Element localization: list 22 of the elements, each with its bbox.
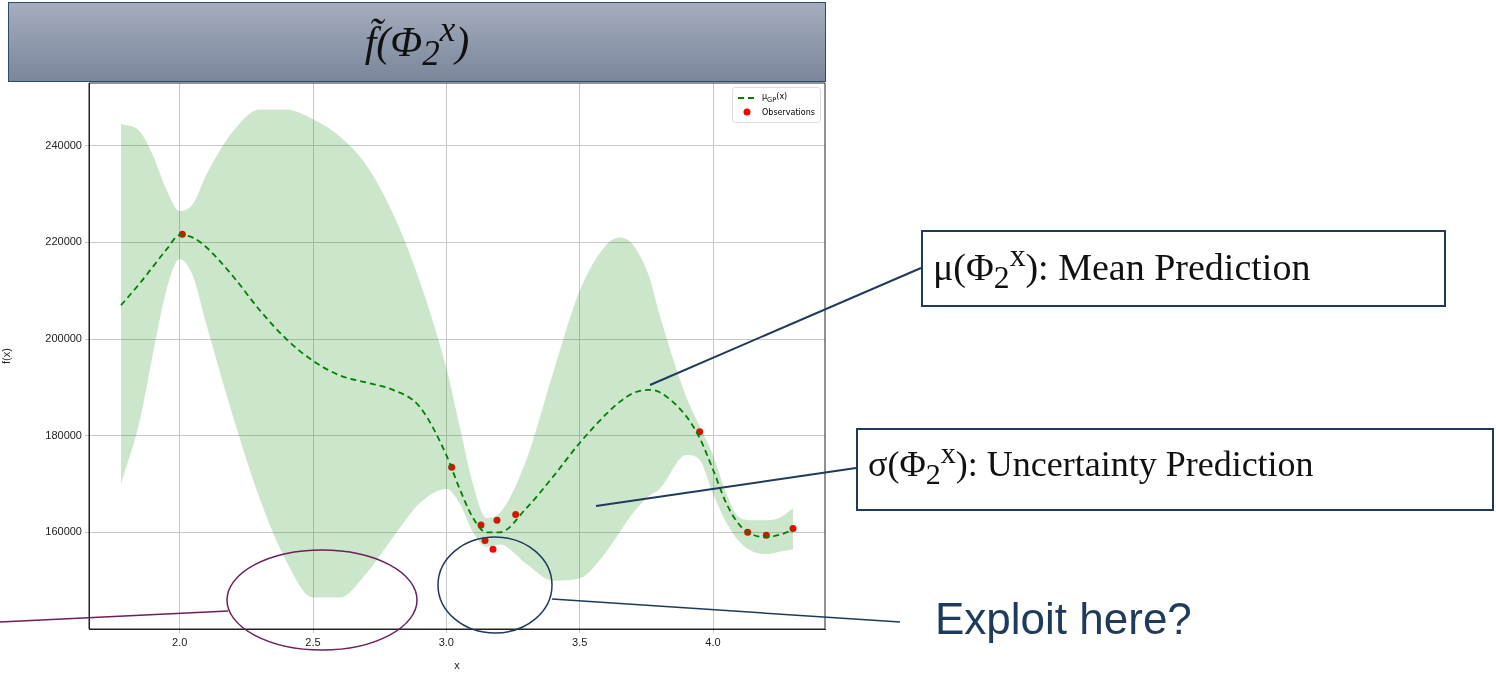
y-tick-label: 240000: [45, 138, 82, 151]
point: [512, 510, 520, 518]
x-tick-label: 3.5: [572, 635, 588, 648]
legend-label: μ$_{GP}$(x): [762, 92, 788, 104]
y-tick-label: 180000: [45, 428, 82, 441]
text: Exploit here?: [935, 594, 1192, 644]
y-tick-label: 160000: [45, 525, 82, 538]
y-axis-title: f(x): [0, 348, 12, 364]
x-tick-label: 3.0: [438, 635, 454, 648]
text: μ(Φ$_{2}$$^{x}$): Mean Prediction: [921, 230, 1446, 307]
y-tick-label: 200000: [45, 332, 82, 345]
x-tick-label: 4.0: [705, 635, 721, 648]
y-tick-label: 220000: [45, 235, 82, 248]
point: [493, 516, 501, 524]
x-axis-title: x: [454, 659, 461, 672]
x-tick-label: 2.0: [172, 635, 188, 648]
chart-title: f̃(Φ$_{2}$$^{x}$): [364, 9, 470, 75]
point: [489, 545, 497, 553]
legend-label: Observations: [762, 107, 815, 117]
x-tick-label: 2.5: [305, 635, 321, 648]
text: σ(Φ$_{2}$$^{x}$): Uncertainty Prediction: [856, 428, 1494, 511]
point: [789, 525, 797, 532]
